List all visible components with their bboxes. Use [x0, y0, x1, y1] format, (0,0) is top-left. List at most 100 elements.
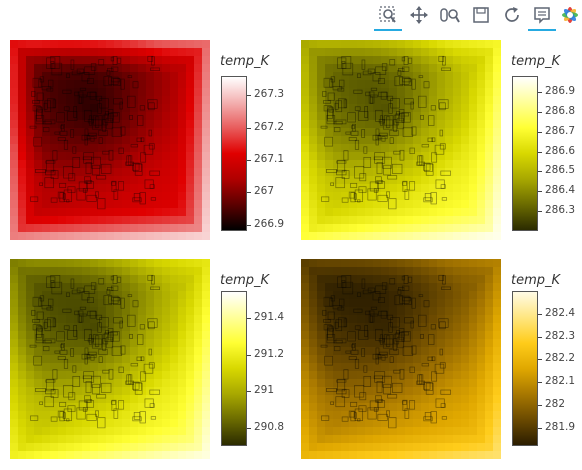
heatmap-cell — [98, 307, 107, 316]
heatmap-cell — [90, 176, 99, 185]
heatmap-cell — [413, 136, 422, 145]
heatmap-cell — [437, 64, 446, 73]
heatmap-cell — [74, 192, 83, 201]
heatmap-cell — [421, 419, 430, 428]
heatmap-cell — [146, 443, 155, 452]
heatmap-cell — [122, 144, 131, 153]
hover-button[interactable] — [528, 3, 556, 31]
building-outline — [441, 67, 451, 71]
heatmap-plot[interactable] — [10, 40, 210, 240]
heatmap-cell — [58, 216, 67, 225]
heatmap-cell — [90, 56, 99, 65]
heatmap-cell — [357, 427, 366, 436]
heatmap-cell — [421, 323, 430, 332]
wheel-zoom-button[interactable] — [438, 3, 462, 27]
heatmap-cell — [162, 427, 171, 436]
building-outline — [113, 408, 119, 419]
heatmap-cell — [42, 96, 51, 105]
heatmap-cell — [301, 128, 310, 137]
building-outline — [401, 56, 406, 62]
heatmap-cell — [202, 291, 210, 300]
heatmap-plot[interactable] — [301, 40, 501, 240]
heatmap-cell — [317, 152, 326, 161]
heatmap-cell — [341, 259, 350, 268]
save-button[interactable] — [469, 3, 493, 27]
heatmap-cell — [34, 192, 43, 201]
pan-button[interactable] — [407, 3, 431, 27]
building-outline — [373, 375, 384, 380]
heatmap-cell — [405, 152, 414, 161]
heatmap-plot[interactable] — [301, 259, 501, 459]
building-outline — [408, 276, 413, 283]
heatmap-cell — [66, 56, 75, 65]
heatmap-cell — [162, 96, 171, 105]
heatmap-cell — [365, 136, 374, 145]
heatmap-cell — [445, 427, 454, 436]
heatmap-cell — [90, 451, 99, 459]
heatmap-cell — [90, 275, 99, 284]
heatmap-cell — [26, 40, 35, 49]
heatmap-cell — [178, 307, 187, 316]
heatmap-cell — [26, 200, 35, 209]
heatmap-cell — [445, 267, 454, 276]
bokeh-logo[interactable] — [558, 3, 582, 27]
reset-button[interactable] — [500, 3, 524, 27]
heatmap-cell — [178, 168, 187, 177]
heatmap-cell — [493, 232, 501, 240]
heatmap-cell — [34, 315, 43, 324]
heatmap-cell — [146, 379, 155, 388]
heatmap-cell — [325, 259, 334, 268]
heatmap-cell — [493, 64, 501, 73]
heatmap-cell — [349, 315, 358, 324]
heatmap-cell — [202, 152, 210, 161]
heatmap-cell — [114, 120, 123, 129]
heatmap-cell — [365, 200, 374, 209]
heatmap-cell — [90, 331, 99, 340]
heatmap-cell — [202, 267, 210, 276]
building-outline — [81, 134, 91, 141]
heatmap-cell — [10, 275, 19, 284]
building-outline — [43, 102, 48, 110]
heatmap-cell — [373, 411, 382, 420]
heatmap-cell — [58, 339, 67, 348]
heatmap-cell — [485, 224, 494, 233]
heatmap-cell — [317, 315, 326, 324]
heatmap-cell — [194, 96, 203, 105]
building-outline — [95, 410, 99, 417]
heatmap-cell — [309, 443, 318, 452]
heatmap-cell — [357, 267, 366, 276]
heatmap-cell — [373, 259, 382, 268]
heatmap-cell — [397, 411, 406, 420]
heatmap-cell — [98, 208, 107, 217]
heatmap-cell — [178, 395, 187, 404]
heatmap-cell — [461, 216, 470, 225]
heatmap-cell — [477, 104, 486, 113]
heatmap-cell — [170, 307, 179, 316]
building-outline — [382, 375, 392, 388]
heatmap-cell — [194, 387, 203, 396]
heatmap-cell — [74, 48, 83, 57]
heatmap-cell — [106, 120, 115, 129]
building-outline — [35, 115, 45, 125]
heatmap-cell — [477, 355, 486, 364]
heatmap-cell — [50, 315, 59, 324]
colorbar-tick — [247, 428, 251, 429]
building-outline — [133, 382, 142, 391]
heatmap-cell — [34, 379, 43, 388]
heatmap-cell — [493, 88, 501, 97]
heatmap-cell — [106, 339, 115, 348]
building-outline — [98, 59, 105, 66]
heatmap-cell — [357, 184, 366, 193]
heatmap-cell — [437, 120, 446, 129]
building-outline — [88, 132, 97, 137]
box-zoom-button[interactable] — [374, 3, 402, 31]
heatmap-cell — [453, 411, 462, 420]
heatmap-cell — [493, 291, 501, 300]
heatmap-cell — [18, 291, 27, 300]
heatmap-cell — [106, 363, 115, 372]
building-outline — [374, 371, 386, 383]
heatmap-plot[interactable] — [10, 259, 210, 459]
heatmap-cell — [34, 208, 43, 217]
heatmap-cell — [469, 427, 478, 436]
heatmap-cell — [130, 80, 139, 89]
